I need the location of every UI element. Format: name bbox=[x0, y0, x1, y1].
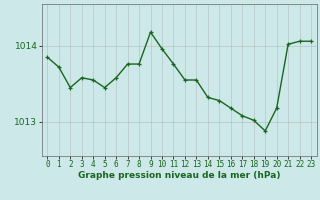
X-axis label: Graphe pression niveau de la mer (hPa): Graphe pression niveau de la mer (hPa) bbox=[78, 171, 280, 180]
